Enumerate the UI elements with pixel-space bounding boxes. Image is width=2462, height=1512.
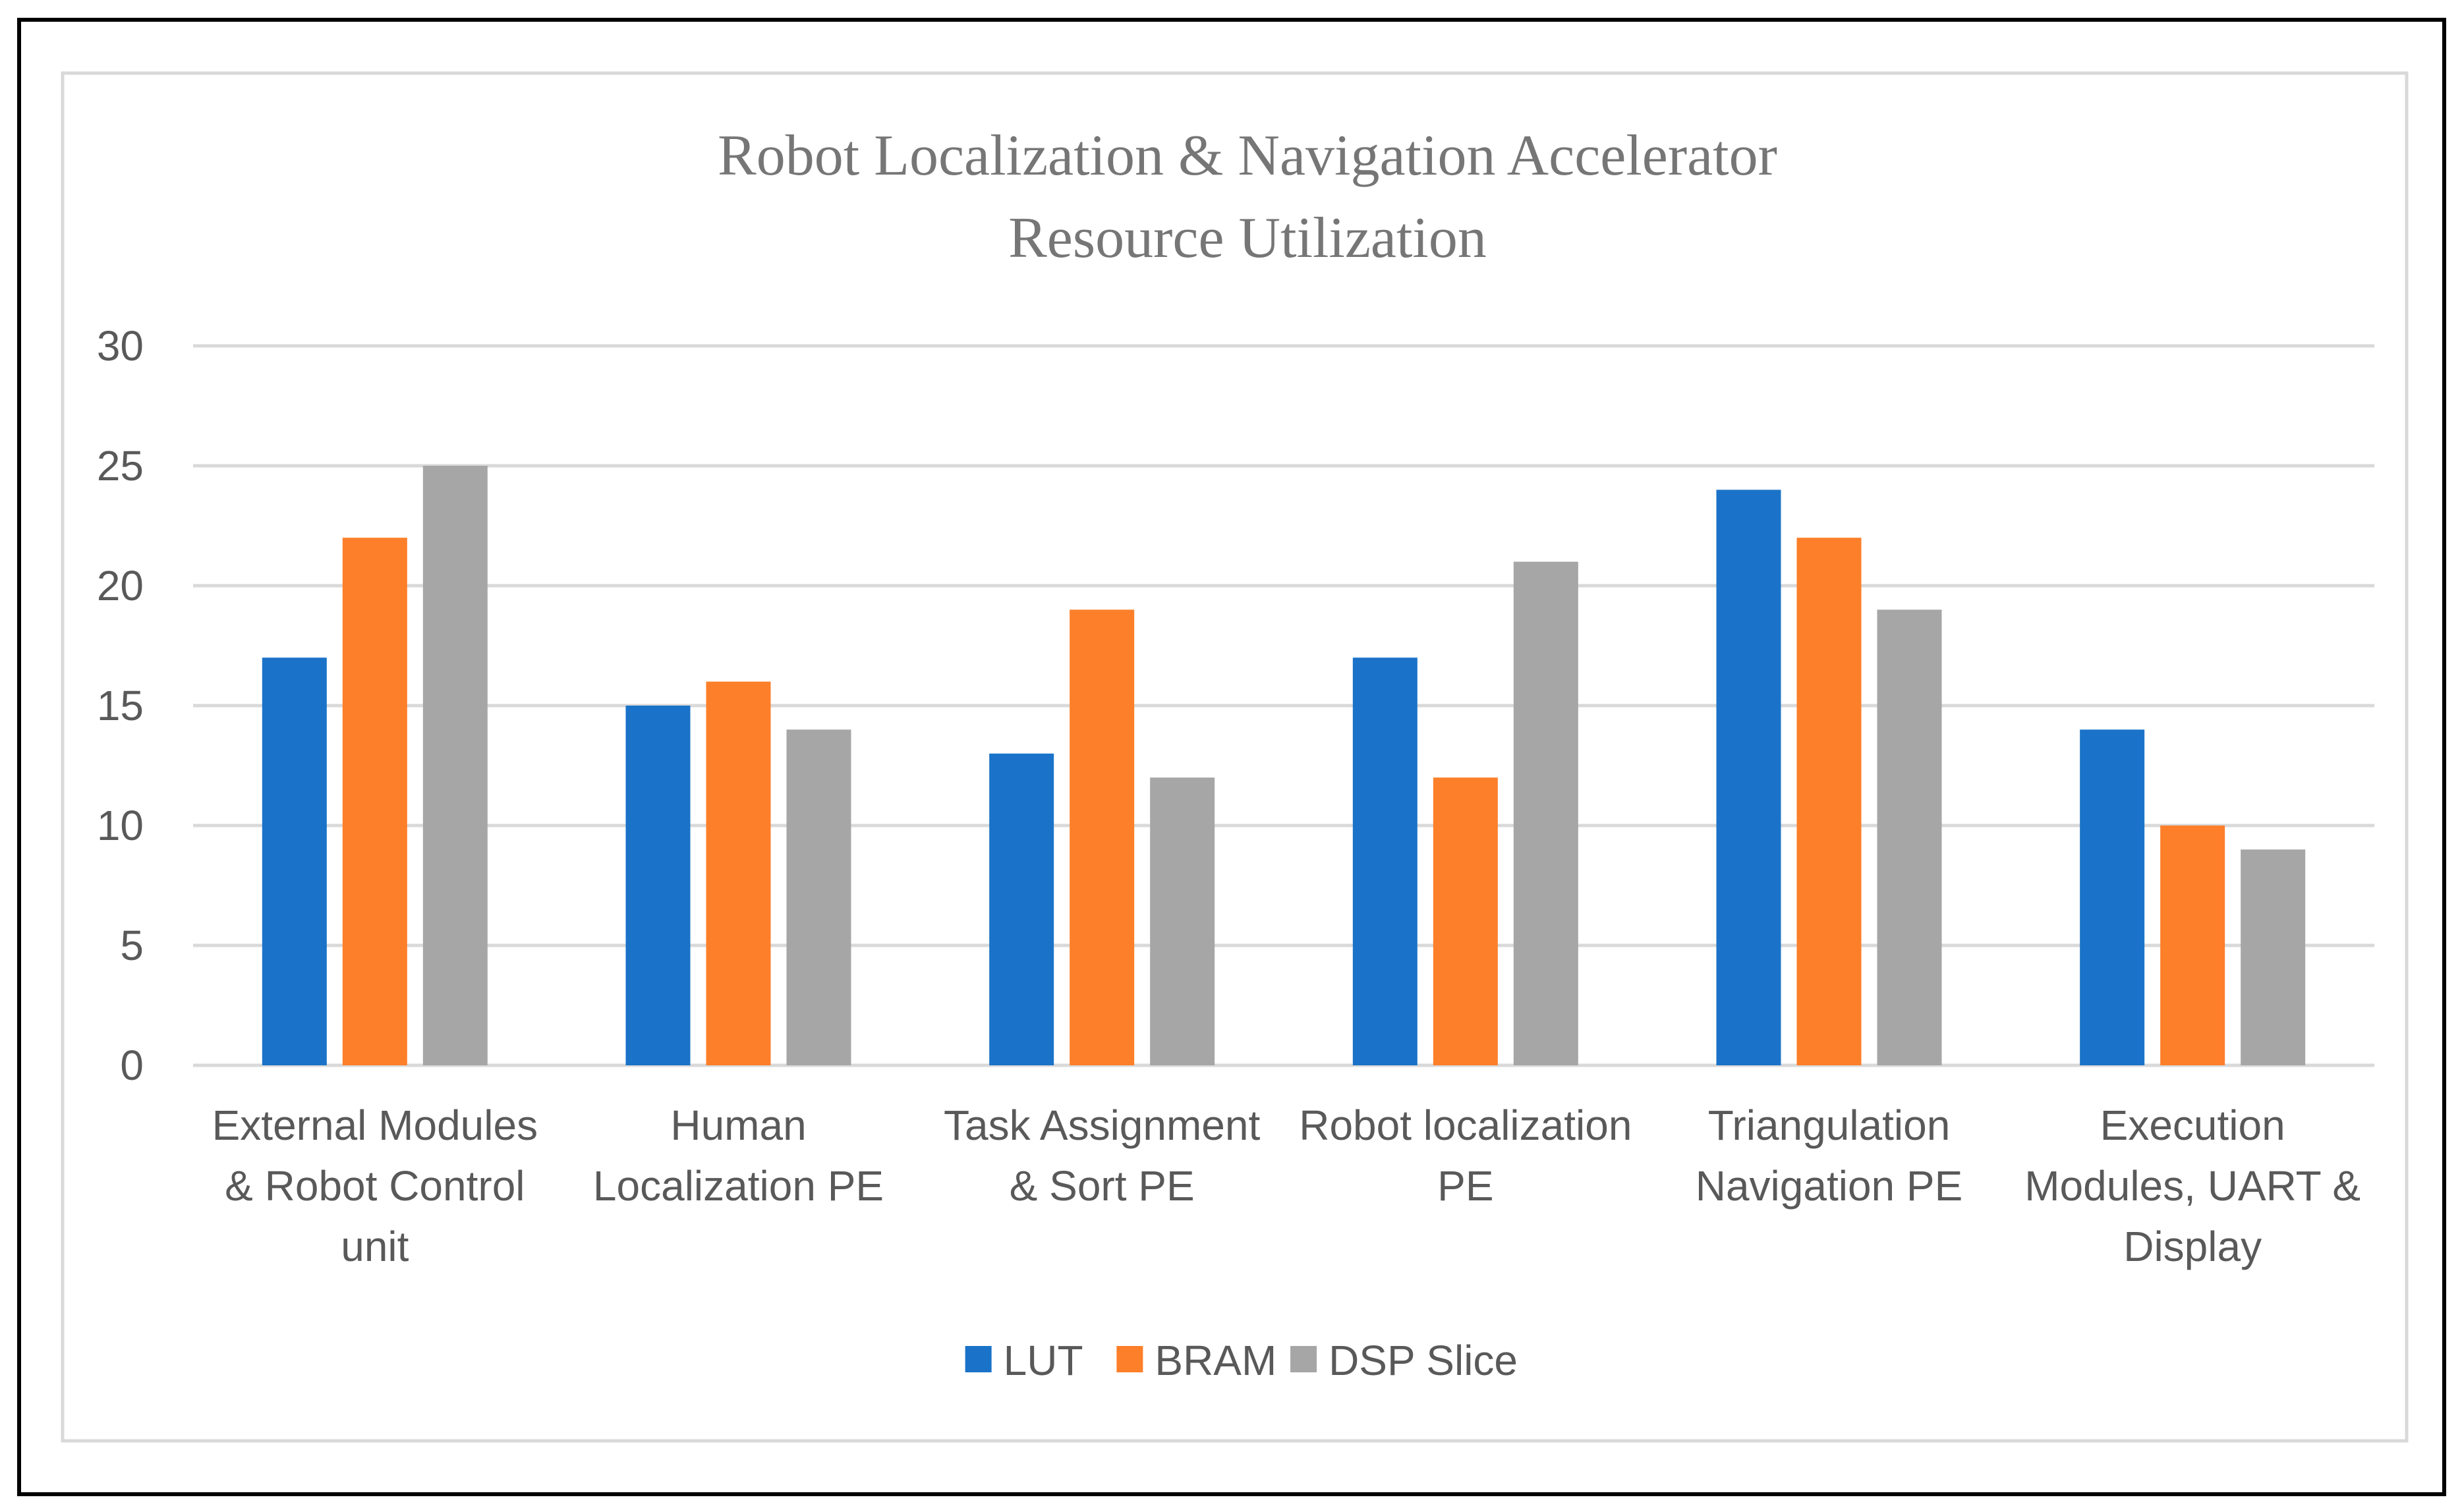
bar-lut [1716, 490, 1781, 1065]
bar-lut [989, 753, 1054, 1065]
bar-lut [1352, 658, 1417, 1065]
bar-lut [625, 706, 691, 1065]
y-tick-label: 25 [97, 442, 144, 490]
legend: LUT BRAM DSP Slice [965, 1337, 1518, 1384]
x-category-label: Task Assignment & Sort PE [944, 1102, 1260, 1210]
bar-dsp-slice [422, 466, 488, 1065]
bar-dsp-slice [2241, 849, 2306, 1065]
legend-swatch-bram [1116, 1346, 1143, 1372]
bar-dsp-slice [1150, 777, 1215, 1065]
legend-label-dsp-slice: DSP Slice [1329, 1337, 1518, 1384]
y-tick-label: 30 [97, 322, 144, 370]
x-category-label: Execution Modules, UART & Display [2024, 1102, 2361, 1270]
y-tick-label: 20 [97, 562, 144, 609]
bar-lut [2080, 729, 2145, 1065]
x-category-label: Human Localization PE [593, 1102, 884, 1210]
legend-swatch-dsp-slice [1290, 1346, 1317, 1372]
y-tick-label: 10 [97, 802, 144, 849]
gridlines [193, 344, 2374, 1067]
bar-bram [342, 538, 407, 1065]
bar-dsp-slice [1877, 609, 1942, 1065]
y-tick-label: 15 [97, 682, 144, 729]
bar-bram [2160, 826, 2225, 1065]
bar-bram [1796, 538, 1862, 1065]
legend-label-bram: BRAM [1155, 1337, 1276, 1384]
y-tick-label: 5 [120, 922, 144, 969]
chart-title-line-1: Robot Localization & Navigation Accelera… [718, 124, 1777, 188]
chart-area-border [61, 71, 2409, 1443]
bars [262, 466, 2306, 1065]
legend-label-lut: LUT [1004, 1337, 1083, 1384]
chart-title-line-2: Resource Utilization [1008, 206, 1487, 270]
y-tick-label: 0 [120, 1042, 144, 1089]
bar-lut [262, 658, 327, 1065]
bar-bram [706, 681, 771, 1065]
bar-bram [1433, 777, 1498, 1065]
bar-dsp-slice [1513, 561, 1578, 1065]
x-category-label: External Modules & Robot Control unit [212, 1102, 538, 1270]
x-axis-labels: External Modules & Robot Control unit Human… [212, 1102, 2361, 1270]
x-category-label: Triangulation Navigation PE [1696, 1102, 1963, 1210]
bar-bram [1070, 609, 1135, 1065]
y-axis-ticks: 0 5 10 15 20 25 30 [97, 322, 144, 1089]
x-category-label: Robot localization PE [1299, 1102, 1632, 1210]
bar-dsp-slice [786, 729, 851, 1065]
legend-swatch-lut [965, 1346, 992, 1372]
